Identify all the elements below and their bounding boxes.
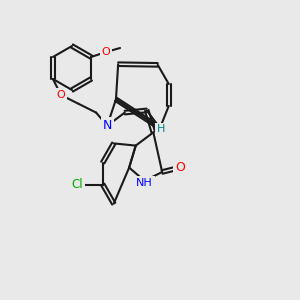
Text: O: O xyxy=(57,90,65,100)
Text: H: H xyxy=(157,124,166,134)
Text: O: O xyxy=(175,161,185,174)
Text: O: O xyxy=(102,47,110,57)
Text: N: N xyxy=(103,119,112,132)
Text: Cl: Cl xyxy=(71,178,83,191)
Text: NH: NH xyxy=(136,178,153,188)
